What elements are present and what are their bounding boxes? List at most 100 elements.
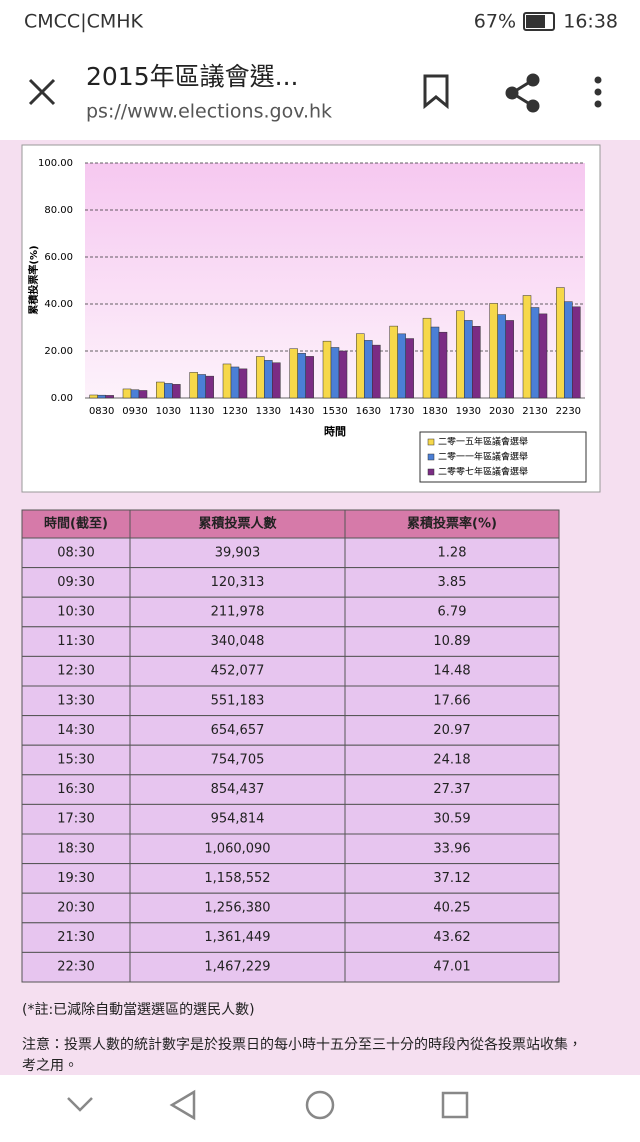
cell-text: 1.28 [438, 545, 467, 560]
share-button[interactable] [505, 73, 540, 113]
cell-text: 1,467,229 [204, 960, 270, 975]
cell-text: 16:30 [57, 782, 94, 797]
page-url: ps://www.elections.gov.hk [86, 101, 332, 123]
legend-label: 二零一五年區議會選舉 [438, 436, 528, 448]
table-cell [344, 655, 560, 687]
legend-swatch [427, 468, 435, 476]
table-cell [344, 774, 560, 805]
note: 考之用。 [22, 1058, 78, 1074]
cell-text: 452,077 [211, 664, 265, 679]
bar [330, 347, 340, 399]
x-tick-label: 1330 [256, 406, 281, 417]
cell-text: 10:30 [57, 605, 94, 620]
close-button[interactable] [28, 78, 56, 106]
bookmark-button[interactable] [423, 74, 449, 110]
cell-text: 39,903 [215, 545, 261, 560]
bar [538, 313, 548, 399]
x-tick-label: 2230 [556, 406, 581, 417]
cell-text: 211,978 [211, 605, 265, 620]
table-cell [21, 803, 131, 835]
bar [89, 394, 98, 399]
bar [197, 374, 206, 399]
bar [430, 326, 440, 399]
bar [264, 360, 273, 399]
legend-swatch [427, 438, 435, 446]
cell-text: 33.96 [433, 841, 470, 856]
bar [572, 306, 581, 399]
cell-text: 19:30 [57, 871, 94, 886]
cell-text: 21:30 [57, 930, 94, 945]
cell-text: 6.79 [438, 605, 467, 620]
table-cell [21, 685, 131, 717]
cell-text: 47.01 [433, 960, 470, 975]
cell-text: 13:30 [57, 693, 94, 708]
table-cell [344, 922, 560, 953]
header-text: 累積投票率(%) [407, 516, 497, 532]
cell-text: 1,361,449 [204, 930, 270, 945]
cell-text: 17:30 [57, 812, 94, 827]
x-tick-label: 1730 [389, 406, 414, 417]
table-cell [129, 596, 346, 628]
cell-text: 18:30 [57, 841, 94, 856]
y-tick-label: 80.00 [44, 205, 73, 216]
page-title: 2015年區議會選... [86, 62, 298, 91]
bar [397, 333, 406, 399]
cell-text: 120,313 [211, 575, 265, 590]
header-text: 時間(截至) [44, 516, 108, 532]
nav-down[interactable] [67, 1097, 93, 1112]
legend-label: 二零一一年區議會選舉 [438, 451, 528, 463]
table-cell [129, 744, 346, 776]
cell-text: 20:30 [57, 901, 94, 916]
bar [438, 331, 448, 399]
x-tick-label: 0830 [89, 406, 114, 417]
table-cell [21, 863, 131, 894]
cell-text: 37.12 [433, 871, 470, 886]
bar [472, 326, 481, 399]
cell-text: 17.66 [433, 693, 470, 708]
bar [164, 383, 173, 399]
table-cell [129, 863, 346, 894]
cell-text: 854,437 [211, 782, 265, 797]
x-axis-label: 時間 [324, 424, 346, 438]
nav-recent[interactable] [441, 1091, 469, 1119]
bar [322, 340, 332, 399]
table-cell [21, 951, 131, 983]
cell-text: 1,256,380 [204, 901, 270, 916]
cell-text: 30.59 [433, 812, 470, 827]
bar [122, 388, 132, 399]
table-cell [344, 833, 560, 865]
table-cell [344, 626, 560, 657]
clock: 16:38 [563, 11, 618, 33]
battery-level [526, 15, 545, 28]
bar [130, 389, 140, 399]
battery-icon [523, 12, 555, 31]
bar [189, 372, 198, 399]
cell-text: 1,060,090 [204, 841, 270, 856]
cell-text: 10.89 [433, 634, 470, 649]
bar [272, 362, 281, 399]
bar [372, 344, 381, 399]
cell-text: 340,048 [211, 634, 265, 649]
x-tick-label: 1630 [356, 406, 381, 417]
nav-bar [0, 1075, 640, 1138]
table-cell [129, 803, 346, 835]
x-tick-label: 1830 [422, 406, 447, 417]
battery-text: 67% [474, 11, 516, 33]
table-cell [344, 951, 560, 983]
cell-text: 11:30 [57, 634, 94, 649]
table-cell [344, 685, 560, 717]
y-tick-label: 40.00 [44, 299, 73, 310]
bar [305, 356, 314, 399]
bar [530, 307, 540, 399]
cell-text: 1,158,552 [204, 871, 270, 886]
bar [556, 287, 565, 399]
menu-button[interactable] [594, 76, 602, 108]
nav-back[interactable] [169, 1089, 196, 1121]
cell-text: 09:30 [57, 575, 94, 590]
nav-home[interactable] [305, 1090, 335, 1120]
header-text: 累積投票人數 [198, 516, 277, 532]
table-cell [344, 744, 560, 776]
x-tick-label: 1230 [222, 406, 247, 417]
cell-text: 14.48 [433, 664, 470, 679]
